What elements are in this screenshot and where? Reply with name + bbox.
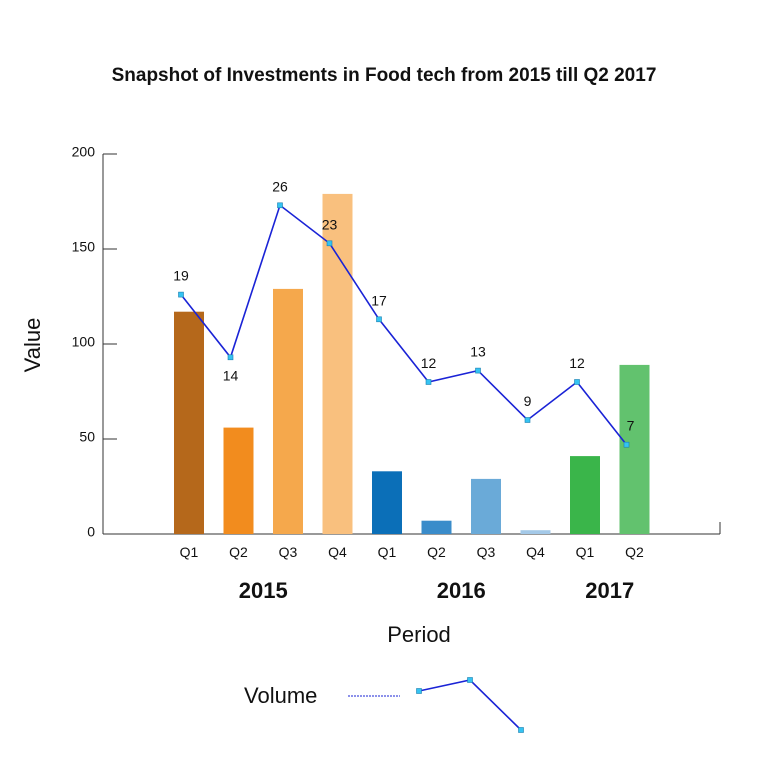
labels-layer: Q1 Q2 Q3 Q4 Q1 Q2 Q3 Q4 Q1 Q2 2015 2016 2017 19 14 26 23… bbox=[173, 178, 644, 603]
volume-point bbox=[574, 379, 580, 385]
volume-point bbox=[475, 367, 481, 374]
line-layer bbox=[178, 202, 630, 448]
volume-point bbox=[425, 379, 432, 385]
bar bbox=[471, 478, 501, 534]
bar bbox=[223, 427, 254, 534]
volume-point bbox=[623, 441, 630, 448]
bar bbox=[273, 288, 303, 534]
volume-point bbox=[376, 316, 382, 323]
chart-title: Snapshot of Investments in Food tech fro… bbox=[112, 65, 657, 86]
volume-data-label: 14 bbox=[223, 367, 239, 383]
volume-data-label: 13 bbox=[470, 344, 486, 360]
legend-sample-point bbox=[416, 688, 422, 694]
legend-sample-point bbox=[467, 677, 473, 683]
x-axis-title: Period bbox=[387, 622, 451, 647]
x-tick-label: Q4 bbox=[328, 544, 347, 560]
legend: Volume bbox=[244, 677, 524, 733]
volume-point bbox=[178, 291, 184, 298]
x-group-label: 2016 bbox=[437, 578, 486, 603]
axes-layer: 0 50 100 150 200 bbox=[72, 144, 721, 540]
bars-layer bbox=[174, 193, 650, 534]
volume-data-label: 23 bbox=[322, 216, 338, 232]
volume-line bbox=[180, 203, 628, 446]
y-tick-label: 0 bbox=[87, 524, 95, 540]
bar bbox=[322, 193, 353, 534]
x-tick-label: Q3 bbox=[477, 544, 496, 560]
volume-data-label: 12 bbox=[421, 355, 437, 371]
x-tick-label: Q2 bbox=[625, 544, 644, 560]
x-tick-label: Q1 bbox=[378, 544, 397, 560]
volume-point bbox=[326, 240, 333, 247]
x-tick-label: Q2 bbox=[427, 544, 446, 560]
bar bbox=[174, 311, 204, 534]
x-tick-label: Q1 bbox=[576, 544, 595, 560]
volume-point bbox=[277, 202, 283, 209]
legend-sample-line bbox=[418, 679, 522, 731]
volume-point bbox=[227, 354, 234, 361]
x-tick-label: Q4 bbox=[526, 544, 545, 560]
x-tick-label: Q2 bbox=[229, 544, 248, 560]
bar bbox=[619, 364, 650, 534]
volume-data-label: 26 bbox=[272, 178, 288, 194]
bar bbox=[421, 520, 452, 534]
volume-data-label: 12 bbox=[569, 355, 585, 371]
x-group-label: 2015 bbox=[239, 578, 288, 603]
y-axis-title: Value bbox=[20, 318, 45, 373]
x-tick-label: Q1 bbox=[180, 544, 199, 560]
volume-data-label: 9 bbox=[524, 393, 532, 409]
y-tick-label: 150 bbox=[72, 239, 96, 255]
legend-sample-point bbox=[518, 727, 524, 733]
x-group-label: 2017 bbox=[585, 578, 634, 603]
y-tick-label: 200 bbox=[72, 144, 96, 160]
volume-data-label: 19 bbox=[173, 268, 189, 284]
volume-data-label: 7 bbox=[627, 418, 635, 434]
bar bbox=[570, 456, 600, 534]
y-tick-label: 100 bbox=[72, 334, 96, 350]
volume-data-label: 17 bbox=[371, 292, 387, 308]
volume-point bbox=[524, 417, 531, 423]
x-tick-label: Q3 bbox=[279, 544, 298, 560]
bar bbox=[372, 471, 402, 534]
legend-label-volume: Volume bbox=[244, 683, 317, 708]
y-tick-label: 50 bbox=[79, 429, 95, 445]
bar bbox=[520, 530, 551, 534]
